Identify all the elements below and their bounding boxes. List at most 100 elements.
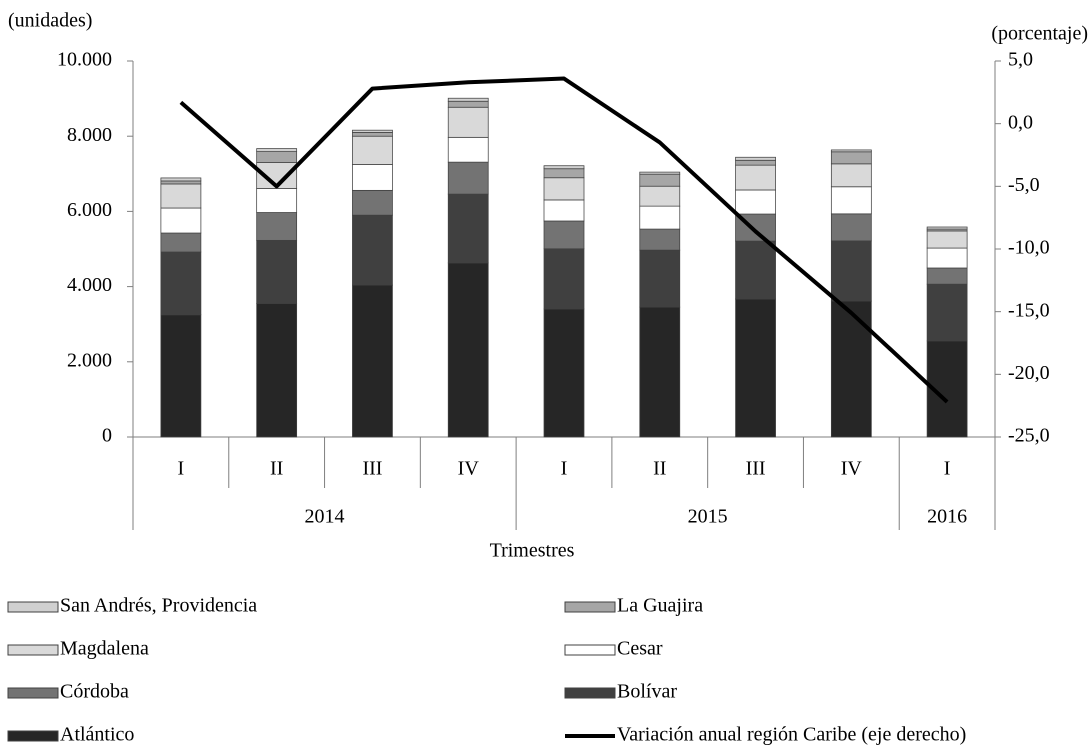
y2-tick-label: -15,0 [1008, 299, 1050, 321]
x-tick-label: I [944, 458, 951, 480]
legend-swatch [7, 644, 59, 656]
legend-label: Magdalena [60, 638, 149, 660]
bar-segment [735, 164, 776, 191]
y-tick-label: 8.000 [67, 124, 112, 146]
bar-segment [352, 164, 393, 191]
line-series [179, 76, 949, 404]
bar-segment [447, 106, 489, 138]
bar-segment [447, 136, 489, 163]
bar-segment [830, 240, 872, 302]
legend-swatch [7, 687, 59, 699]
bar-segment [639, 171, 681, 175]
x-tick-label: II [653, 458, 666, 480]
x-tick-label: III [362, 458, 382, 480]
bar-segment [926, 283, 968, 342]
group-label: 2015 [688, 506, 728, 528]
bar-segment [830, 149, 872, 153]
x-tick-label: III [746, 458, 766, 480]
bar-segment [447, 193, 489, 264]
bar-segment [926, 267, 968, 285]
bar-segment [830, 163, 872, 188]
x-tick-label: I [561, 458, 568, 480]
y2-tick-label: 0,0 [1008, 111, 1033, 133]
bar-segment [256, 151, 298, 163]
bar-segment [639, 173, 681, 187]
y2-tick-label: -10,0 [1008, 237, 1050, 259]
x-tick-label: II [270, 458, 283, 480]
bar-segment [543, 177, 585, 201]
bar-segment [160, 251, 202, 316]
legend-label: Bolívar [617, 681, 677, 703]
bar-segment [447, 161, 489, 195]
legend-swatch [564, 644, 616, 656]
y-tick-label: 4.000 [67, 274, 112, 296]
bar-segment [352, 129, 393, 133]
bar-segment [160, 314, 202, 438]
y-tick-label: 6.000 [67, 199, 112, 221]
y2-tick-label: -25,0 [1008, 425, 1050, 447]
bar-segment [160, 180, 202, 185]
bar-segment [735, 189, 776, 215]
y-tick-label: 10.000 [57, 49, 112, 71]
x-tick-label: I [178, 458, 185, 480]
legend-label: Variación anual región Caribe (eje derec… [617, 724, 966, 746]
bar-segment [830, 300, 872, 438]
bar-segment [735, 240, 776, 300]
bar-segment [543, 220, 585, 250]
legend-swatch [7, 730, 59, 742]
y-tick-label: 2.000 [67, 349, 112, 371]
bar-segment [352, 135, 393, 165]
bar-segment [256, 148, 298, 152]
bar-segment [639, 249, 681, 308]
y-tick-label: 0 [102, 425, 112, 447]
bar-segment [926, 247, 968, 269]
y2-tick-label: -5,0 [1008, 174, 1040, 196]
bar-segment [735, 156, 776, 161]
bar-segment [543, 168, 585, 179]
bar-segment [543, 165, 585, 170]
legend-swatch [564, 687, 616, 699]
bar-segment [926, 340, 968, 438]
legend-swatch [7, 601, 59, 613]
bar-segment [160, 207, 202, 234]
bar-segment [256, 239, 298, 304]
bar-segment [830, 213, 872, 242]
bar-segment [543, 199, 585, 222]
bar-segment [256, 212, 298, 241]
bar-segment [830, 151, 872, 165]
bar-segment [256, 303, 298, 438]
legend-label: Atlántico [60, 724, 134, 746]
bar-segment [735, 159, 776, 166]
bar-segment [543, 308, 585, 438]
bar-segment [447, 100, 489, 108]
bar-segment [830, 186, 872, 215]
legend-swatch [564, 601, 616, 613]
bar-segment [639, 205, 681, 230]
bar-segment [543, 248, 585, 310]
bar-segment [735, 298, 776, 438]
bar-segment [160, 177, 202, 182]
bar-segment [447, 97, 489, 102]
bar-segment [352, 284, 393, 438]
legend-label: San Andrés, Providencia [60, 595, 257, 617]
bar-segment [639, 185, 681, 207]
bar-segment [352, 214, 393, 286]
bar-segment [639, 306, 681, 438]
group-label: 2014 [305, 506, 345, 528]
bar-segment [160, 232, 202, 253]
bar-segment [352, 132, 393, 137]
legend-label: Córdoba [60, 681, 129, 703]
bar-segment [639, 228, 681, 251]
y-axis-title: (unidades) [8, 10, 92, 32]
x-tick-label: IV [458, 458, 480, 480]
legend-label: Cesar [617, 638, 663, 660]
y2-tick-label: 5,0 [1008, 49, 1033, 71]
bar-segment [256, 188, 298, 213]
x-axis-title: Trimestres [490, 540, 575, 562]
y2-tick-label: -20,0 [1008, 362, 1050, 384]
bar-segment [926, 230, 968, 249]
bar-segment [160, 183, 202, 209]
bar-segment [926, 226, 968, 230]
y2-axis-title: (porcentaje) [991, 23, 1088, 45]
